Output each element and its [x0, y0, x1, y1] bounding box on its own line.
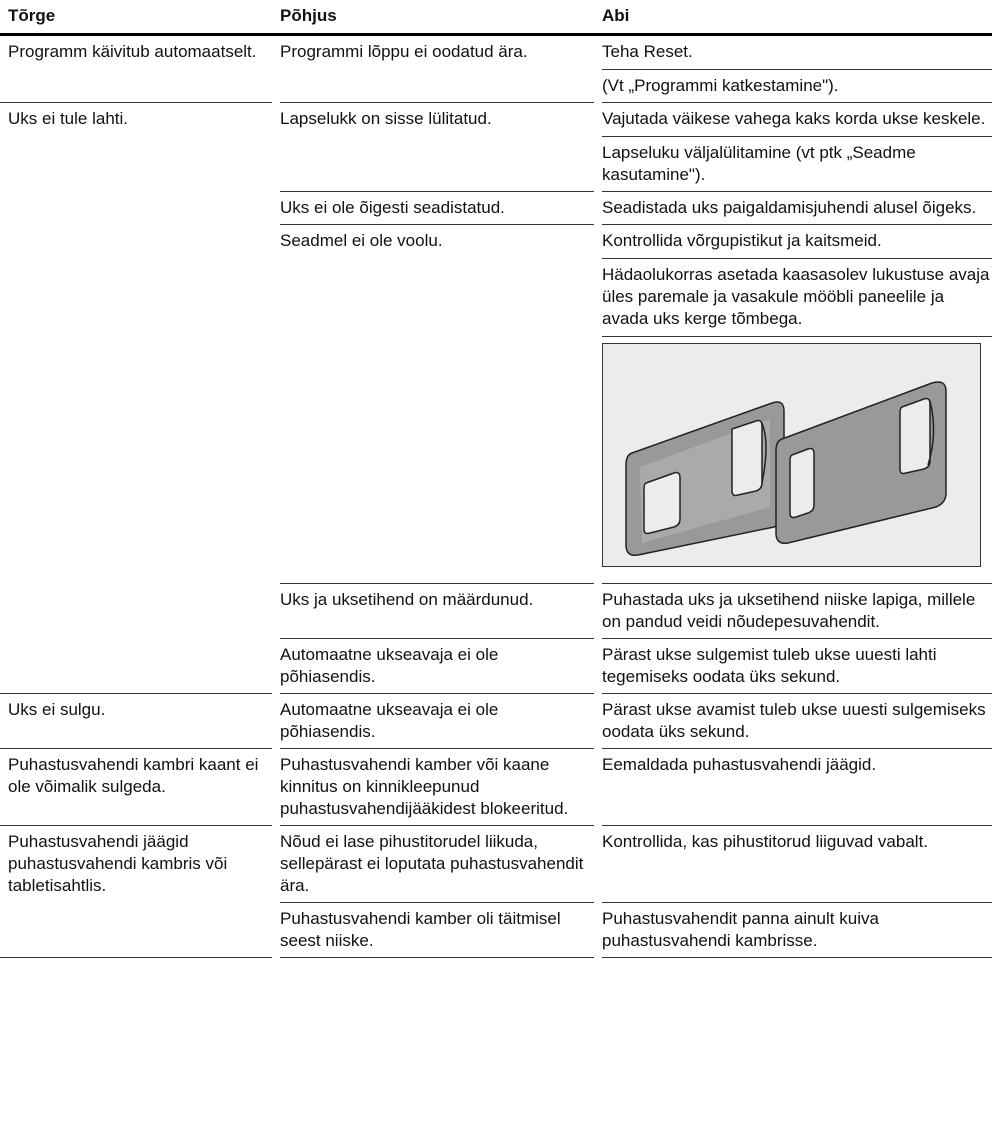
cause-cell: Programmi lõppu ei oodatud ära. — [280, 34, 602, 103]
cause-cell: Puhastusvahendi kamber oli täitmisel see… — [280, 903, 602, 958]
remedy-cell: Kontrollida, kas pihustitorud liiguvad v… — [602, 826, 992, 903]
fault-text: Uks ei tule lahti. — [8, 109, 128, 128]
figure-lock-opener — [602, 343, 981, 567]
cause-cell: Uks ja uksetihend on määrdunud. — [280, 584, 602, 639]
fault-cell: Programm käivitub automaatselt. — [0, 34, 280, 103]
fault-text: Puhastusvahendi kambri kaant ei ole võim… — [8, 755, 259, 796]
remedy-text: Lapseluku väljalülitamine (vt ptk „Seadm… — [602, 136, 992, 192]
table-body: Programm käivitub automaatselt. Programmi… — [0, 34, 992, 958]
table-row: Seadmel ei ole voolu. Kontrollida võrgupi… — [0, 225, 992, 584]
fault-cell: Puhastusvahendi jäägid puhastusvahendi k… — [0, 826, 280, 958]
table-row: Programm käivitub automaatselt. Programmi… — [0, 34, 992, 103]
table-row: Uks ja uksetihend on määrdunud. Puhastada… — [0, 584, 992, 639]
fault-cell: Uks ei tule lahti. — [0, 103, 280, 694]
cause-text: Programmi lõppu ei oodatud ära. — [280, 42, 528, 61]
remedy-text: Eemaldada puhastusvahendi jäägid. — [602, 755, 877, 774]
cause-cell: Puhastusvahendi kamber või kaane kinnitu… — [280, 749, 602, 826]
remedy-cell: Puhastusvahendit panna ainult kuiva puha… — [602, 903, 992, 958]
remedy-cell: Teha Reset. (Vt „Programmi katkestamine")… — [602, 34, 992, 103]
remedy-text: Pärast ukse avamist tuleb ukse uuesti su… — [602, 700, 986, 741]
table-row: Uks ei ole õigesti seadistatud. Seadistad… — [0, 192, 992, 225]
table-row: Uks ei tule lahti. Lapselukk on sisse lül… — [0, 103, 992, 694]
cause-cell: Lapselukk on sisse lülitatud. — [280, 103, 602, 192]
remedy-text: Puhastusvahendit panna ainult kuiva puha… — [602, 909, 879, 950]
remedy-cell: Seadistada uks paigaldamisjuhendi alusel… — [602, 192, 992, 225]
remedy-cell: Pärast ukse avamist tuleb ukse uuesti su… — [602, 694, 992, 749]
fault-cell: Puhastusvahendi kambri kaant ei ole võim… — [0, 749, 280, 826]
table-row: Puhastusvahendi kambri kaant ei ole võim… — [0, 749, 992, 826]
table-row: Puhastusvahendi kamber oli täitmisel see… — [0, 903, 992, 958]
table-row: Puhastusvahendi jäägid puhastusvahendi k… — [0, 826, 992, 958]
cause-text: Seadmel ei ole voolu. — [280, 231, 443, 250]
header-row: Tõrge Põhjus Abi — [0, 0, 992, 36]
cause-cell: Nõud ei lase pihustitorudel liikuda, sel… — [280, 826, 602, 903]
header-cell: Tõrge — [0, 0, 280, 36]
remedy-cell: Puhastada uks ja uksetihend niiske lapig… — [602, 584, 992, 639]
cause-text: Uks ja uksetihend on määrdunud. — [280, 590, 534, 609]
cause-text: Automaatne ukseavaja ei ole põhiasendis. — [280, 700, 499, 741]
table-row: Uks ei sulgu. Automaatne ukseavaja ei ole… — [0, 694, 992, 749]
cause-cell: Automaatne ukseavaja ei ole põhiasendis. — [280, 694, 602, 749]
cause-text: Uks ei ole õigesti seadistatud. — [280, 198, 505, 217]
cause-text: Lapselukk on sisse lülitatud. — [280, 109, 492, 128]
fault-text: Programm käivitub automaatselt. — [8, 42, 257, 61]
figure-wrap — [602, 336, 992, 584]
header-cell: Põhjus — [280, 0, 602, 36]
remedy-text: Puhastada uks ja uksetihend niiske lapig… — [602, 590, 976, 631]
cause-cell: Seadmel ei ole voolu. — [280, 225, 602, 584]
cause-text: Nõud ei lase pihustitorudel liikuda, sel… — [280, 832, 584, 895]
header-cell: Abi — [602, 0, 992, 36]
troubleshooting-table: Tõrge Põhjus Abi Programm käivitub autom… — [0, 0, 992, 958]
fault-text: Uks ei sulgu. — [8, 700, 106, 719]
cause-text: Puhastusvahendi kamber oli täitmisel see… — [280, 909, 561, 950]
fault-text: Puhastusvahendi jäägid puhastusvahendi k… — [8, 832, 228, 895]
remedy-cell: Kontrollida võrgupistikut ja kaitsmeid. H… — [602, 225, 992, 584]
cause-text: Puhastusvahendi kamber või kaane kinnitu… — [280, 755, 569, 818]
remedy-cell: Pärast ukse sulgemist tuleb ukse uuesti … — [602, 639, 992, 694]
remedy-text: Pärast ukse sulgemist tuleb ukse uuesti … — [602, 645, 937, 686]
cause-cell: Uks ei ole õigesti seadistatud. — [280, 192, 602, 225]
remedy-cell: Eemaldada puhastusvahendi jäägid. — [602, 749, 992, 826]
remedy-text: Kontrollida, kas pihustitorud liiguvad v… — [602, 832, 929, 851]
remedy-cell: Vajutada väikese vahega kaks korda ukse … — [602, 103, 992, 192]
remedy-text: Seadistada uks paigaldamisjuhendi alusel… — [602, 198, 977, 217]
cause-cell: Automaatne ukseavaja ei ole põhiasendis. — [280, 639, 602, 694]
cause-text: Automaatne ukseavaja ei ole põhiasendis. — [280, 645, 499, 686]
remedy-text: (Vt „Programmi katkestamine"). — [602, 69, 992, 103]
remedy-text: Hädaolukorras asetada kaasasolev lukustu… — [602, 258, 992, 336]
remedy-text: Teha Reset. — [602, 42, 693, 61]
table-row: Automaatne ukseavaja ei ole põhiasendis.… — [0, 639, 992, 694]
fault-cell: Uks ei sulgu. — [0, 694, 280, 749]
remedy-text: Kontrollida võrgupistikut ja kaitsmeid. — [602, 231, 882, 250]
remedy-text: Vajutada väikese vahega kaks korda ukse … — [602, 109, 986, 128]
